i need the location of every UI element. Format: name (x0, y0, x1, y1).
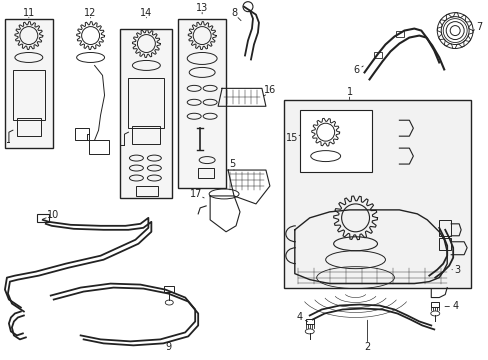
Text: 7: 7 (475, 22, 481, 32)
Text: 11: 11 (22, 8, 35, 18)
Text: 17: 17 (190, 189, 202, 199)
Text: 3: 3 (453, 265, 459, 275)
Bar (13, 71, 45, 120)
Text: 5: 5 (228, 159, 235, 169)
Text: 6: 6 (353, 66, 359, 76)
Bar (374, 53, 382, 58)
Text: 14: 14 (140, 8, 152, 18)
Bar (164, 285, 174, 292)
Bar (438, 238, 450, 250)
Text: 16: 16 (263, 85, 275, 95)
Bar (283, 100, 470, 288)
Text: 4: 4 (296, 312, 302, 323)
Bar (132, 126, 160, 144)
Text: 8: 8 (230, 8, 237, 18)
Bar (136, 186, 158, 196)
Bar (37, 214, 49, 222)
Text: 4: 4 (451, 301, 457, 311)
Bar (178, 19, 225, 188)
Text: 2: 2 (364, 342, 370, 352)
Text: 15: 15 (285, 133, 297, 143)
Text: 12: 12 (84, 8, 97, 18)
Text: 1: 1 (346, 87, 352, 97)
Bar (396, 31, 404, 37)
Bar (128, 78, 164, 128)
Bar (5, 19, 53, 148)
Bar (198, 168, 214, 178)
Bar (88, 140, 108, 154)
Bar (120, 28, 172, 198)
Bar (438, 220, 450, 236)
Bar (17, 118, 41, 136)
Bar (305, 319, 313, 324)
Text: 9: 9 (165, 342, 171, 352)
Text: 13: 13 (196, 3, 208, 13)
Bar (299, 110, 371, 172)
Text: 10: 10 (46, 210, 59, 220)
Bar (75, 128, 88, 140)
Bar (430, 302, 438, 306)
